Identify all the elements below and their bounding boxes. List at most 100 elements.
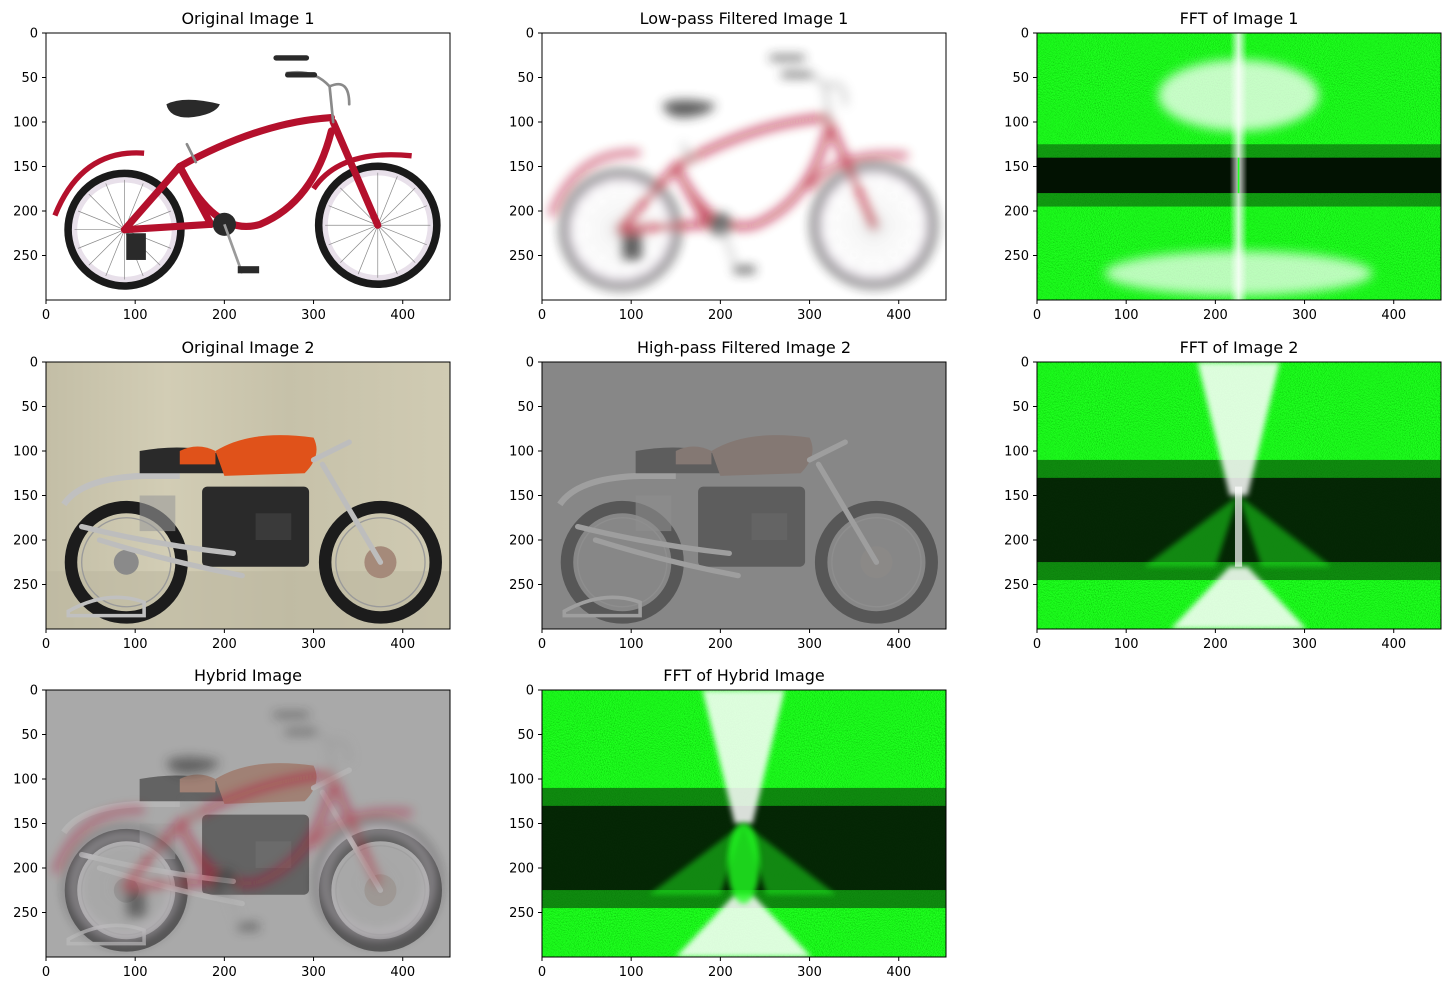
- y-tick-label: 200: [1004, 534, 1029, 549]
- x-tick-label: 200: [212, 308, 237, 323]
- panel-1: Original Image 1 0 100 200 300 400 0 50 100 150 20…: [13, 9, 451, 323]
- y-tick-label: 0: [526, 356, 534, 371]
- y-tick-label: 250: [509, 578, 534, 593]
- y-tick-label: 250: [1004, 249, 1029, 264]
- y-tick-label: 150: [1004, 489, 1029, 504]
- y-tick-label: 200: [509, 862, 534, 877]
- y-tick-label: 50: [1012, 400, 1029, 415]
- x-tick-label: 400: [886, 308, 911, 323]
- panel-image: [46, 690, 450, 957]
- y-tick-label: 100: [13, 116, 38, 131]
- panel-image: [46, 362, 450, 629]
- y-tick-label: 50: [21, 71, 38, 86]
- y-tick-label: 150: [1004, 160, 1029, 175]
- x-tick-label: 200: [1203, 308, 1228, 323]
- panel-image: [542, 690, 946, 957]
- x-tick-label: 100: [123, 637, 148, 652]
- x-tick-label: 400: [1381, 308, 1406, 323]
- x-tick-label: 300: [1292, 308, 1317, 323]
- x-tick-label: 300: [797, 965, 822, 980]
- panel-6: FFT of Image 2 0 100 200 300 400 0 50 100 150 200 2…: [1004, 338, 1442, 652]
- y-tick-label: 250: [1004, 578, 1029, 593]
- y-tick-label: 200: [1004, 205, 1029, 220]
- panel-image: [542, 362, 946, 629]
- y-tick-label: 50: [517, 71, 534, 86]
- panel-title: Hybrid Image: [194, 666, 302, 685]
- panel-title: Original Image 2: [181, 338, 314, 357]
- y-tick-label: 250: [13, 578, 38, 593]
- x-tick-label: 400: [390, 637, 415, 652]
- x-tick-label: 200: [212, 637, 237, 652]
- panel-title: Low-pass Filtered Image 1: [640, 9, 849, 28]
- panel-title: FFT of Image 2: [1180, 338, 1299, 357]
- x-tick-label: 100: [123, 308, 148, 323]
- y-tick-label: 100: [13, 445, 38, 460]
- panel-3: FFT of Image 1 0 100 200 300 400 0 50 100 150 200 2…: [1004, 9, 1442, 323]
- x-tick-label: 400: [886, 637, 911, 652]
- y-tick-label: 250: [509, 249, 534, 264]
- x-tick-label: 200: [1203, 637, 1228, 652]
- x-tick-label: 300: [301, 308, 326, 323]
- y-tick-label: 50: [21, 400, 38, 415]
- x-tick-label: 300: [301, 637, 326, 652]
- x-tick-label: 300: [1292, 637, 1317, 652]
- x-tick-label: 100: [123, 965, 148, 980]
- x-tick-label: 100: [619, 637, 644, 652]
- y-tick-label: 0: [1021, 356, 1029, 371]
- x-tick-label: 100: [619, 308, 644, 323]
- x-tick-label: 0: [538, 965, 546, 980]
- y-tick-label: 50: [21, 728, 38, 743]
- x-tick-label: 0: [42, 637, 50, 652]
- y-tick-label: 200: [13, 205, 38, 220]
- panel-image: [542, 33, 946, 300]
- panel-title: FFT of Image 1: [1180, 9, 1299, 28]
- y-tick-label: 100: [509, 773, 534, 788]
- x-tick-label: 0: [42, 965, 50, 980]
- y-tick-label: 100: [509, 445, 534, 460]
- panel-image: [1037, 33, 1441, 300]
- x-tick-label: 400: [1381, 637, 1406, 652]
- y-tick-label: 250: [13, 249, 38, 264]
- y-tick-label: 50: [517, 400, 534, 415]
- y-tick-label: 0: [30, 356, 38, 371]
- y-tick-label: 0: [526, 684, 534, 699]
- y-tick-label: 100: [13, 773, 38, 788]
- x-tick-label: 400: [390, 308, 415, 323]
- y-tick-label: 100: [1004, 445, 1029, 460]
- panel-7: Hybrid Image 0 100 200 300 400 0 50 100 150 200 250: [13, 666, 451, 980]
- x-tick-label: 200: [708, 637, 733, 652]
- x-tick-label: 300: [797, 637, 822, 652]
- y-tick-label: 100: [1004, 116, 1029, 131]
- x-tick-label: 200: [212, 965, 237, 980]
- x-tick-label: 0: [1033, 308, 1041, 323]
- x-tick-label: 400: [390, 965, 415, 980]
- x-tick-label: 0: [1033, 637, 1041, 652]
- y-tick-label: 150: [13, 817, 38, 832]
- panel-title: High-pass Filtered Image 2: [637, 338, 851, 357]
- y-tick-label: 200: [509, 534, 534, 549]
- y-tick-label: 0: [526, 27, 534, 42]
- y-tick-label: 200: [509, 205, 534, 220]
- y-tick-label: 0: [30, 27, 38, 42]
- x-tick-label: 400: [886, 965, 911, 980]
- panel-5: High-pass Filtered Image 2 0 100 200 300 400 0…: [509, 338, 947, 652]
- panel-image: [1037, 362, 1441, 629]
- y-tick-label: 150: [509, 489, 534, 504]
- y-tick-label: 50: [517, 728, 534, 743]
- panel-image: [46, 33, 450, 300]
- y-tick-label: 100: [509, 116, 534, 131]
- y-tick-label: 200: [13, 862, 38, 877]
- x-tick-label: 0: [42, 308, 50, 323]
- x-tick-label: 300: [301, 965, 326, 980]
- y-tick-label: 250: [509, 906, 534, 921]
- y-tick-label: 0: [1021, 27, 1029, 42]
- x-tick-label: 100: [1114, 308, 1139, 323]
- y-tick-label: 150: [13, 489, 38, 504]
- x-tick-label: 0: [538, 308, 546, 323]
- panel-title: FFT of Hybrid Image: [663, 666, 825, 685]
- y-tick-label: 150: [509, 160, 534, 175]
- y-tick-label: 50: [1012, 71, 1029, 86]
- x-tick-label: 200: [708, 965, 733, 980]
- y-tick-label: 150: [13, 160, 38, 175]
